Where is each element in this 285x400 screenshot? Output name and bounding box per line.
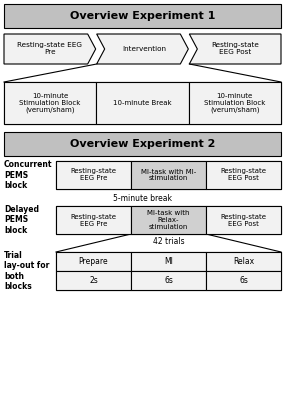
Text: 5-minute break: 5-minute break [113, 194, 172, 203]
Text: Resting-state
EEG Post: Resting-state EEG Post [221, 214, 266, 226]
Polygon shape [131, 271, 206, 290]
Polygon shape [56, 161, 281, 189]
Text: MI-task with MI-
stimulation: MI-task with MI- stimulation [141, 168, 196, 182]
Polygon shape [4, 82, 281, 124]
Polygon shape [56, 252, 281, 290]
Polygon shape [56, 252, 131, 271]
Text: MI: MI [164, 257, 173, 266]
Text: 10-minute
Stimulation Block
(verum/sham): 10-minute Stimulation Block (verum/sham) [204, 93, 266, 113]
Text: 2s: 2s [89, 276, 98, 285]
Text: Resting-state EEG
Pre: Resting-state EEG Pre [17, 42, 82, 56]
Text: Concurrent
PEMS
block: Concurrent PEMS block [4, 160, 52, 190]
Text: 10-minute Break: 10-minute Break [113, 100, 172, 106]
Text: Intervention: Intervention [123, 46, 166, 52]
Polygon shape [131, 161, 206, 189]
Text: 42 trials: 42 trials [153, 237, 184, 246]
Polygon shape [131, 206, 206, 234]
Polygon shape [56, 271, 131, 290]
Text: 6s: 6s [239, 276, 248, 285]
Polygon shape [206, 252, 281, 271]
Polygon shape [56, 161, 131, 189]
Text: Resting-state
EEG Pre: Resting-state EEG Pre [70, 168, 117, 182]
Polygon shape [96, 82, 189, 124]
Polygon shape [4, 4, 281, 28]
Text: Prepare: Prepare [79, 257, 108, 266]
Text: Relax: Relax [233, 257, 254, 266]
Polygon shape [206, 271, 281, 290]
Text: Resting-state
EEG Post: Resting-state EEG Post [221, 168, 266, 182]
Text: Resting-state
EEG Post: Resting-state EEG Post [211, 42, 259, 56]
Text: 6s: 6s [164, 276, 173, 285]
Polygon shape [4, 34, 96, 64]
Text: Resting-state
EEG Pre: Resting-state EEG Pre [70, 214, 117, 226]
Polygon shape [206, 206, 281, 234]
Text: Overview Experiment 1: Overview Experiment 1 [70, 11, 215, 21]
Polygon shape [189, 34, 281, 64]
Polygon shape [56, 206, 281, 234]
Polygon shape [131, 252, 206, 271]
Text: Trial
lay-out for
both
blocks: Trial lay-out for both blocks [4, 251, 49, 291]
Polygon shape [206, 161, 281, 189]
Text: Overview Experiment 2: Overview Experiment 2 [70, 139, 215, 149]
Polygon shape [56, 206, 131, 234]
Polygon shape [97, 34, 188, 64]
Polygon shape [4, 132, 281, 156]
Text: MI-task with
Relax-
stimulation: MI-task with Relax- stimulation [147, 210, 190, 230]
Text: 10-minute
Stimulation Block
(verum/sham): 10-minute Stimulation Block (verum/sham) [19, 93, 81, 113]
Text: Delayed
PEMS
block: Delayed PEMS block [4, 205, 39, 235]
Polygon shape [189, 82, 281, 124]
Polygon shape [4, 82, 96, 124]
